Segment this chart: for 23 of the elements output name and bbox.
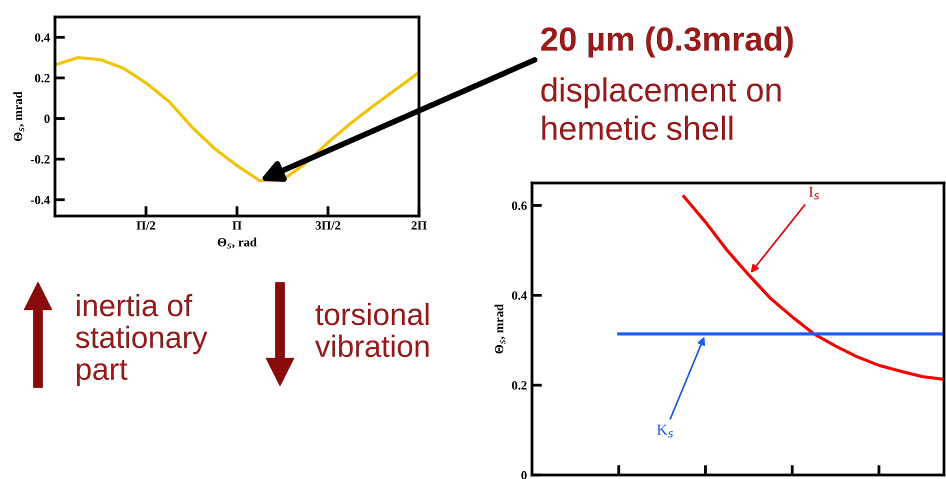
y-tick-label: -0.4 [30, 196, 50, 204]
text: I$_{s}$ [809, 186, 820, 200]
text: inertia of stationary part [76, 294, 208, 386]
y-tick-label: 0.4 [512, 291, 527, 300]
text: K$_{s}$ [657, 424, 674, 438]
x-tick-label: Π/2 [136, 221, 156, 230]
y-tick-label: 0.6 [512, 201, 527, 210]
text: 20 µm (0.3mrad) [541, 26, 793, 58]
y-axis-title: Θ$_{s}$, mrad [13, 92, 24, 142]
y-axis-title: Θ$_{s}$, mrad [494, 304, 506, 354]
x-tick-label: 2Π [412, 221, 427, 230]
x-tick-label: Π [232, 221, 242, 230]
y-tick-label: 0 [44, 114, 50, 123]
text: torsional vibration [315, 302, 429, 358]
text: displacement on hemetic shell [541, 77, 781, 140]
x-axis-title: Θ$_{s}$, rad [218, 238, 257, 249]
y-tick-label: -0.2 [30, 155, 50, 164]
y-tick-label: 0.2 [512, 381, 527, 390]
x-tick-label: 3Π/2 [316, 221, 340, 230]
line-series [55, 56, 419, 182]
y-tick-label: 0.4 [34, 33, 50, 42]
y-tick-label: 0 [521, 471, 527, 479]
y-tick-label: 0.2 [34, 74, 50, 82]
